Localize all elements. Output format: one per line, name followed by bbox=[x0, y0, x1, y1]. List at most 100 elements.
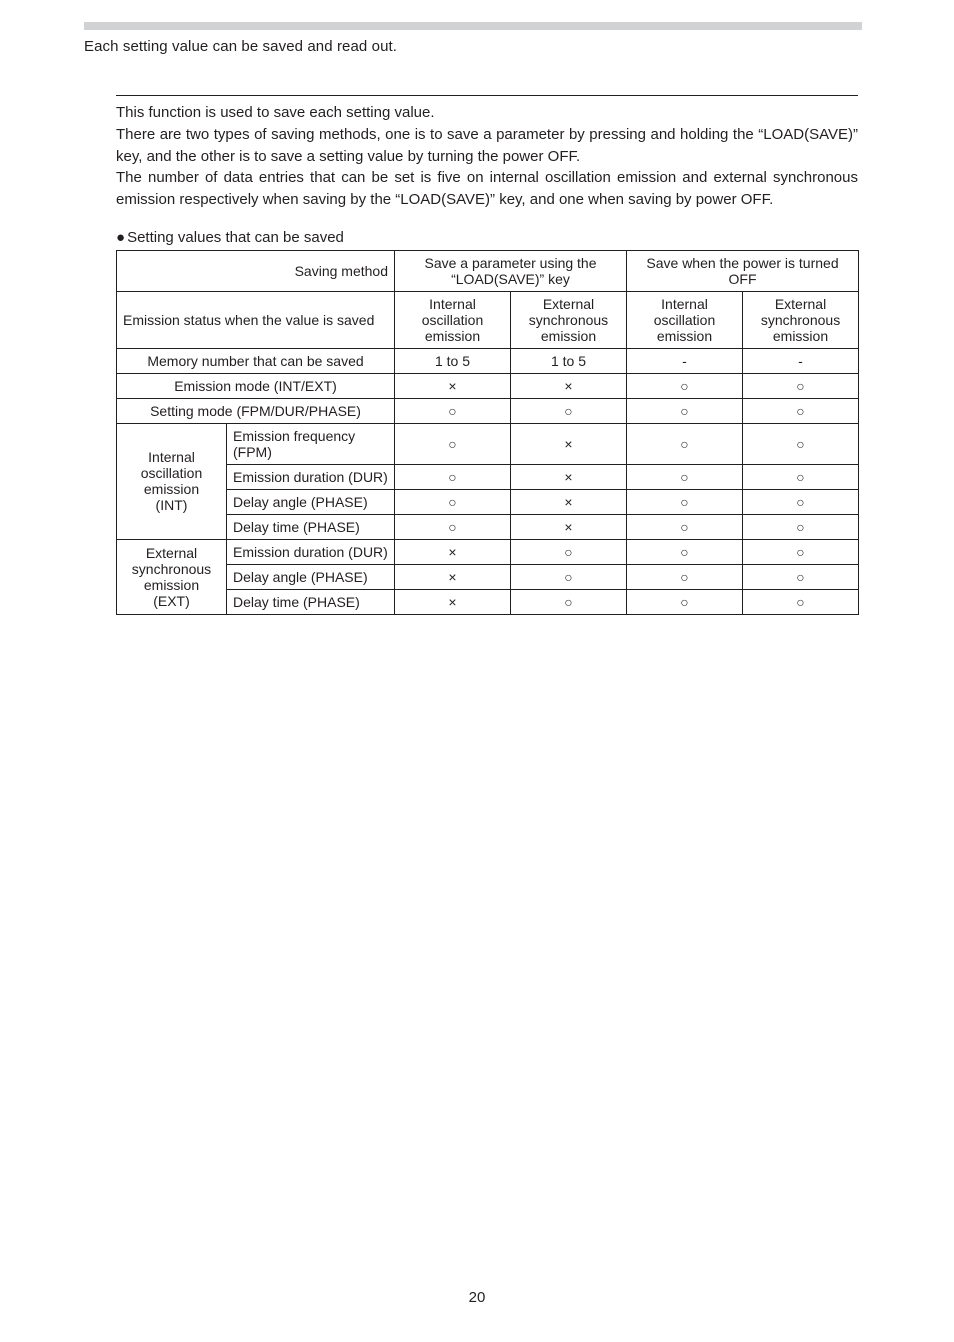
cell: × bbox=[395, 564, 511, 589]
row-label: Memory number that can be saved bbox=[117, 348, 395, 373]
hdr-ext-sync-2: External synchronous emission bbox=[743, 291, 859, 348]
intro-text: Each setting value can be saved and read… bbox=[84, 38, 954, 55]
row-sublabel: Emission frequency (FPM) bbox=[227, 423, 395, 464]
cell: × bbox=[395, 373, 511, 398]
section-p3: The number of data entries that can be s… bbox=[116, 169, 858, 208]
row-sublabel: Delay time (PHASE) bbox=[227, 589, 395, 614]
table-header-row-2: Emission status when the value is saved … bbox=[117, 291, 859, 348]
cell: × bbox=[395, 589, 511, 614]
cell: - bbox=[627, 348, 743, 373]
group-int-l2: oscillation bbox=[141, 465, 202, 481]
cell: ○ bbox=[511, 589, 627, 614]
cell: × bbox=[511, 423, 627, 464]
hdr-int-l2: oscillation bbox=[422, 312, 483, 328]
table-row: Internal oscillation emission (INT) Emis… bbox=[117, 423, 859, 464]
hdr-loadsave: Save a parameter using the “LOAD(SAVE)” … bbox=[395, 250, 627, 291]
table-header-row-1: Saving method Save a parameter using the… bbox=[117, 250, 859, 291]
cell: 1 to 5 bbox=[511, 348, 627, 373]
row-sublabel: Delay angle (PHASE) bbox=[227, 489, 395, 514]
page: Each setting value can be saved and read… bbox=[0, 0, 954, 1342]
cell: × bbox=[395, 539, 511, 564]
cell: ○ bbox=[743, 564, 859, 589]
section-body: This function is used to save each setti… bbox=[116, 102, 858, 211]
group-int-l4: (INT) bbox=[156, 497, 188, 513]
section-p1: This function is used to save each setti… bbox=[116, 104, 435, 121]
cell: ○ bbox=[627, 464, 743, 489]
table-row: Delay time (PHASE) ○ × ○ ○ bbox=[117, 514, 859, 539]
cell: ○ bbox=[395, 464, 511, 489]
hdr-ext2-l1: External bbox=[775, 296, 826, 312]
group-int-l1: Internal bbox=[148, 449, 195, 465]
hdr-saving-method: Saving method bbox=[117, 250, 395, 291]
hdr-int2-l1: Internal bbox=[661, 296, 708, 312]
cell: ○ bbox=[743, 514, 859, 539]
hdr-ext-sync: External synchronous emission bbox=[511, 291, 627, 348]
cell: ○ bbox=[627, 489, 743, 514]
section-p2: There are two types of saving methods, o… bbox=[116, 126, 858, 165]
hdr-loadsave-l2: “LOAD(SAVE)” key bbox=[451, 271, 570, 287]
cell: ○ bbox=[743, 589, 859, 614]
cell: ○ bbox=[627, 539, 743, 564]
cell: × bbox=[511, 373, 627, 398]
hdr-ext-l2: synchronous bbox=[529, 312, 608, 328]
cell: ○ bbox=[743, 489, 859, 514]
cell: ○ bbox=[395, 423, 511, 464]
cell: ○ bbox=[743, 398, 859, 423]
cell: × bbox=[511, 464, 627, 489]
cell: ○ bbox=[627, 398, 743, 423]
group-ext-label: External synchronous emission (EXT) bbox=[117, 539, 227, 614]
group-ext-l1: External bbox=[146, 545, 197, 561]
subheading: ●Setting values that can be saved bbox=[116, 229, 954, 246]
row-label: Setting mode (FPM/DUR/PHASE) bbox=[117, 398, 395, 423]
cell: ○ bbox=[395, 489, 511, 514]
cell: ○ bbox=[743, 373, 859, 398]
table-row: Emission mode (INT/EXT) × × ○ ○ bbox=[117, 373, 859, 398]
section-rule bbox=[116, 95, 858, 96]
group-ext-l4: (EXT) bbox=[153, 593, 190, 609]
cell: ○ bbox=[511, 564, 627, 589]
hdr-int-osc-2: Internal oscillation emission bbox=[627, 291, 743, 348]
cell: × bbox=[511, 489, 627, 514]
table-row: Delay time (PHASE) × ○ ○ ○ bbox=[117, 589, 859, 614]
table-row: Delay angle (PHASE) × ○ ○ ○ bbox=[117, 564, 859, 589]
cell: ○ bbox=[511, 539, 627, 564]
table-row: Setting mode (FPM/DUR/PHASE) ○ ○ ○ ○ bbox=[117, 398, 859, 423]
cell: ○ bbox=[627, 564, 743, 589]
group-ext-l2: synchronous bbox=[132, 561, 211, 577]
hdr-int-l3: emission bbox=[425, 328, 480, 344]
group-int-label: Internal oscillation emission (INT) bbox=[117, 423, 227, 539]
hdr-ext2-l3: emission bbox=[773, 328, 828, 344]
row-sublabel: Delay time (PHASE) bbox=[227, 514, 395, 539]
cell: ○ bbox=[511, 398, 627, 423]
hdr-emission-status: Emission status when the value is saved bbox=[117, 291, 395, 348]
hdr-int2-l2: oscillation bbox=[654, 312, 715, 328]
settings-table: Saving method Save a parameter using the… bbox=[116, 250, 859, 615]
cell: ○ bbox=[743, 539, 859, 564]
hdr-ext-l1: External bbox=[543, 296, 594, 312]
table-row: External synchronous emission (EXT) Emis… bbox=[117, 539, 859, 564]
table-row: Delay angle (PHASE) ○ × ○ ○ bbox=[117, 489, 859, 514]
group-ext-l3: emission bbox=[144, 577, 199, 593]
cell: ○ bbox=[743, 423, 859, 464]
bullet-icon: ● bbox=[116, 229, 125, 246]
cell: ○ bbox=[395, 514, 511, 539]
row-sublabel: Emission duration (DUR) bbox=[227, 539, 395, 564]
cell: ○ bbox=[627, 373, 743, 398]
cell: ○ bbox=[395, 398, 511, 423]
page-number: 20 bbox=[0, 1289, 954, 1306]
hdr-int2-l3: emission bbox=[657, 328, 712, 344]
group-int-l3: emission bbox=[144, 481, 199, 497]
hdr-ext-l3: emission bbox=[541, 328, 596, 344]
hdr-int-l1: Internal bbox=[429, 296, 476, 312]
hdr-ext2-l2: synchronous bbox=[761, 312, 840, 328]
cell: ○ bbox=[627, 514, 743, 539]
row-sublabel: Emission duration (DUR) bbox=[227, 464, 395, 489]
cell: ○ bbox=[627, 423, 743, 464]
row-label: Emission mode (INT/EXT) bbox=[117, 373, 395, 398]
cell: - bbox=[743, 348, 859, 373]
cell: 1 to 5 bbox=[395, 348, 511, 373]
row-sublabel: Delay angle (PHASE) bbox=[227, 564, 395, 589]
table-row: Emission duration (DUR) ○ × ○ ○ bbox=[117, 464, 859, 489]
subheading-text: Setting values that can be saved bbox=[127, 229, 344, 246]
hdr-int-osc: Internal oscillation emission bbox=[395, 291, 511, 348]
